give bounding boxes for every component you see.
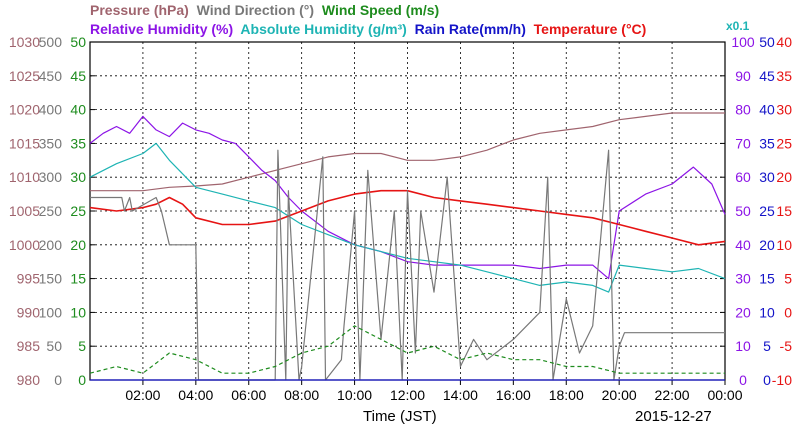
- temperature-tick-label: 35: [776, 68, 792, 84]
- temperature-tick-label: 5: [784, 271, 792, 287]
- legend-wind-direction: Wind Direction (°): [196, 2, 315, 18]
- wind-speed-tick-label: 25: [70, 203, 86, 219]
- x-tick-label: 02:00: [125, 387, 160, 403]
- x-tick-label: 12:00: [390, 387, 425, 403]
- wind-direction-tick-label: 50: [46, 338, 62, 354]
- x-tick-label: 08:00: [284, 387, 319, 403]
- relative-humidity-tick-label: 40: [735, 237, 751, 253]
- relative-humidity-tick-label: 60: [735, 169, 751, 185]
- wind-direction-tick-label: 0: [54, 372, 62, 388]
- temperature-tick-label: 40: [776, 34, 792, 50]
- legend-pressure: Pressure (hPa): [90, 2, 189, 18]
- wind-speed-tick-label: 35: [70, 135, 86, 151]
- temperature-tick-label: 25: [776, 135, 792, 151]
- x-tick-label: 10:00: [337, 387, 372, 403]
- wind-direction-tick-label: 450: [39, 68, 63, 84]
- legend-temperature: Temperature (°C): [533, 21, 647, 37]
- x-tick-label: 00:00: [707, 387, 742, 403]
- pressure-hpa-series: [90, 112, 725, 192]
- wind-direction-tick-label: 400: [39, 102, 63, 118]
- wind-speed-tick-label: 40: [70, 102, 86, 118]
- temperature-tick-label: 15: [776, 203, 792, 219]
- x-tick-label: 16:00: [496, 387, 531, 403]
- relative-humidity-tick-label: 20: [735, 304, 751, 320]
- legend-relative-humidity: Relative Humidity (%): [90, 21, 234, 37]
- x-tick-label: 06:00: [231, 387, 266, 403]
- pressure-tick-label: 1000: [9, 237, 40, 253]
- wind-speed-tick-label: 30: [70, 169, 86, 185]
- legend-rain-rate: Rain Rate(mm/h): [414, 21, 526, 37]
- rain-rate-tick-label: 25: [759, 203, 775, 219]
- wind-direction-series: [90, 149, 725, 381]
- wind-direction-tick-label: 200: [39, 237, 63, 253]
- relative-humidity-tick-label: 30: [735, 271, 751, 287]
- wind-speed-tick-label: 10: [70, 304, 86, 320]
- rain-rate-tick-label: 5: [763, 338, 771, 354]
- pressure-tick-label: 985: [17, 338, 41, 354]
- legend-absolute-humidity: Absolute Humidity (g/m³): [240, 21, 407, 37]
- wind-direction-tick-label: 150: [39, 271, 63, 287]
- temperature-tick-label: 30: [776, 102, 792, 118]
- pressure-tick-label: 990: [17, 304, 41, 320]
- x-tick-label: 18:00: [549, 387, 584, 403]
- wind-speed-tick-label: 0: [78, 372, 86, 388]
- wind-direction-tick-label: 100: [39, 304, 63, 320]
- relative-humidity-tick-label: 90: [735, 68, 751, 84]
- rain-rate-tick-label: 35: [759, 135, 775, 151]
- relative-humidity-tick-label: 0: [739, 372, 747, 388]
- x-tick-label: 04:00: [178, 387, 213, 403]
- temperature-tick-label: 20: [776, 169, 792, 185]
- temperature-tick-label: 0: [784, 304, 792, 320]
- rain-rate-tick-label: 30: [759, 169, 775, 185]
- temperature-tick-label: -10: [772, 372, 792, 388]
- pressure-tick-label: 980: [17, 372, 41, 388]
- wind-direction-tick-label: 500: [39, 34, 63, 50]
- legend-row-1: Pressure (hPa) Wind Direction (°) Wind S…: [90, 2, 439, 18]
- pressure-tick-label: 1010: [9, 169, 40, 185]
- rain-rate-tick-label: 50: [759, 34, 775, 50]
- pressure-tick-label: 1005: [9, 203, 40, 219]
- pressure-tick-label: 1025: [9, 68, 40, 84]
- pressure-tick-label: 1015: [9, 135, 40, 151]
- pressure-tick-label: 1030: [9, 34, 40, 50]
- wind-speed-tick-label: 15: [70, 271, 86, 287]
- relative-humidity-tick-label: 100: [731, 34, 755, 50]
- wind-speed-tick-label: 45: [70, 68, 86, 84]
- temperature-tick-label: -5: [780, 338, 793, 354]
- rain-rate-tick-label: 15: [759, 271, 775, 287]
- wind-direction-tick-label: 250: [39, 203, 63, 219]
- wind-speed-tick-label: 50: [70, 34, 86, 50]
- wind-speed-tick-label: 20: [70, 237, 86, 253]
- date-label: 2015-12-27: [635, 408, 712, 425]
- pressure-tick-label: 1020: [9, 102, 40, 118]
- rain-rate-tick-label: 0: [763, 372, 771, 388]
- x-axis-label: Time (JST): [363, 408, 437, 425]
- rain-rate-tick-label: 40: [759, 102, 775, 118]
- wind-direction-tick-label: 350: [39, 135, 63, 151]
- rain-rate-tick-label: 10: [759, 304, 775, 320]
- wind-speed-tick-label: 5: [78, 338, 86, 354]
- relative-humidity-series: [89, 115, 726, 280]
- wind-speed-m-s-series: [89, 325, 725, 374]
- absolute-humidity-g-m-x0-1-series: [89, 142, 726, 293]
- rain-rate-tick-label: 20: [759, 237, 775, 253]
- pressure-tick-label: 995: [17, 271, 41, 287]
- legend-scale-note: x0.1: [726, 19, 750, 33]
- x-tick-label: 22:00: [655, 387, 690, 403]
- relative-humidity-tick-label: 80: [735, 102, 751, 118]
- relative-humidity-tick-label: 50: [735, 203, 751, 219]
- legend-wind-speed: Wind Speed (m/s): [321, 2, 440, 18]
- x-tick-label: 20:00: [602, 387, 637, 403]
- rain-rate-tick-label: 45: [759, 68, 775, 84]
- x-tick-label: 14:00: [443, 387, 478, 403]
- legend-row-2: Relative Humidity (%) Absolute Humidity …: [90, 21, 646, 37]
- wind-direction-tick-label: 300: [39, 169, 63, 185]
- relative-humidity-tick-label: 10: [735, 338, 751, 354]
- relative-humidity-tick-label: 70: [735, 135, 751, 151]
- temperature-tick-label: 10: [776, 237, 792, 253]
